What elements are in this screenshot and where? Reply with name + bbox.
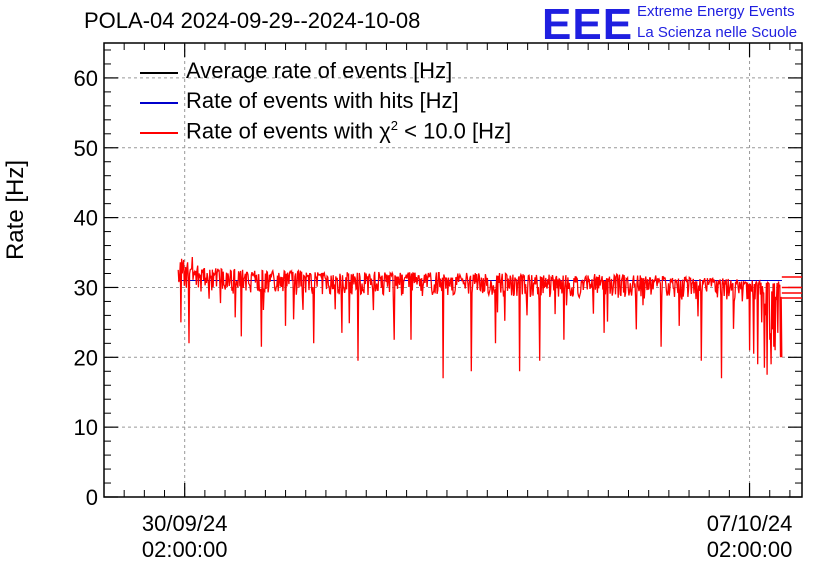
chart-title: POLA-04 2024-09-29--2024-10-08 xyxy=(84,8,421,33)
legend-line-hits xyxy=(140,102,178,104)
x-tick-label-date: 30/09/24 xyxy=(142,511,228,536)
legend-label-average: Average rate of events [Hz] xyxy=(186,58,453,83)
y-tick-label: 50 xyxy=(74,136,98,161)
legend-chi2-symbol: χ xyxy=(379,118,391,144)
series-line-chi2 xyxy=(177,256,783,379)
series-group xyxy=(177,256,802,379)
legend-line-chi2 xyxy=(140,132,178,134)
logo-line-1: Extreme Energy Events xyxy=(637,3,795,20)
legend-chi2-sup: 2 xyxy=(390,118,399,133)
x-tick-label-time: 02:00:00 xyxy=(707,537,793,562)
x-tick-label-date: 07/10/24 xyxy=(707,511,793,536)
y-tick-label: 0 xyxy=(86,485,98,510)
y-tick-label: 60 xyxy=(74,66,98,91)
legend-chi2-prefix: Rate of events with xyxy=(186,118,380,144)
y-tick-label: 20 xyxy=(74,345,98,370)
legend-label-chi2: Rate of events with χ2 < 10.0 [Hz] xyxy=(186,118,511,144)
legend-chi2-suffix: < 10.0 [Hz] xyxy=(398,118,512,144)
y-axis-label: Rate [Hz] xyxy=(2,160,29,261)
legend-line-average xyxy=(140,72,178,74)
logo-line-2: La Scienza nelle Scuole xyxy=(637,24,798,41)
y-tick-label: 10 xyxy=(74,415,98,440)
eee-logo: EEE xyxy=(542,0,634,49)
legend-label-hits: Rate of events with hits [Hz] xyxy=(186,88,459,113)
plot-frame xyxy=(103,42,803,498)
y-axis: 0 10 20 30 40 50 60 xyxy=(74,49,802,510)
x-tick-label-time: 02:00:00 xyxy=(142,537,228,562)
y-tick-label: 40 xyxy=(74,206,98,231)
y-tick-label: 30 xyxy=(74,275,98,300)
